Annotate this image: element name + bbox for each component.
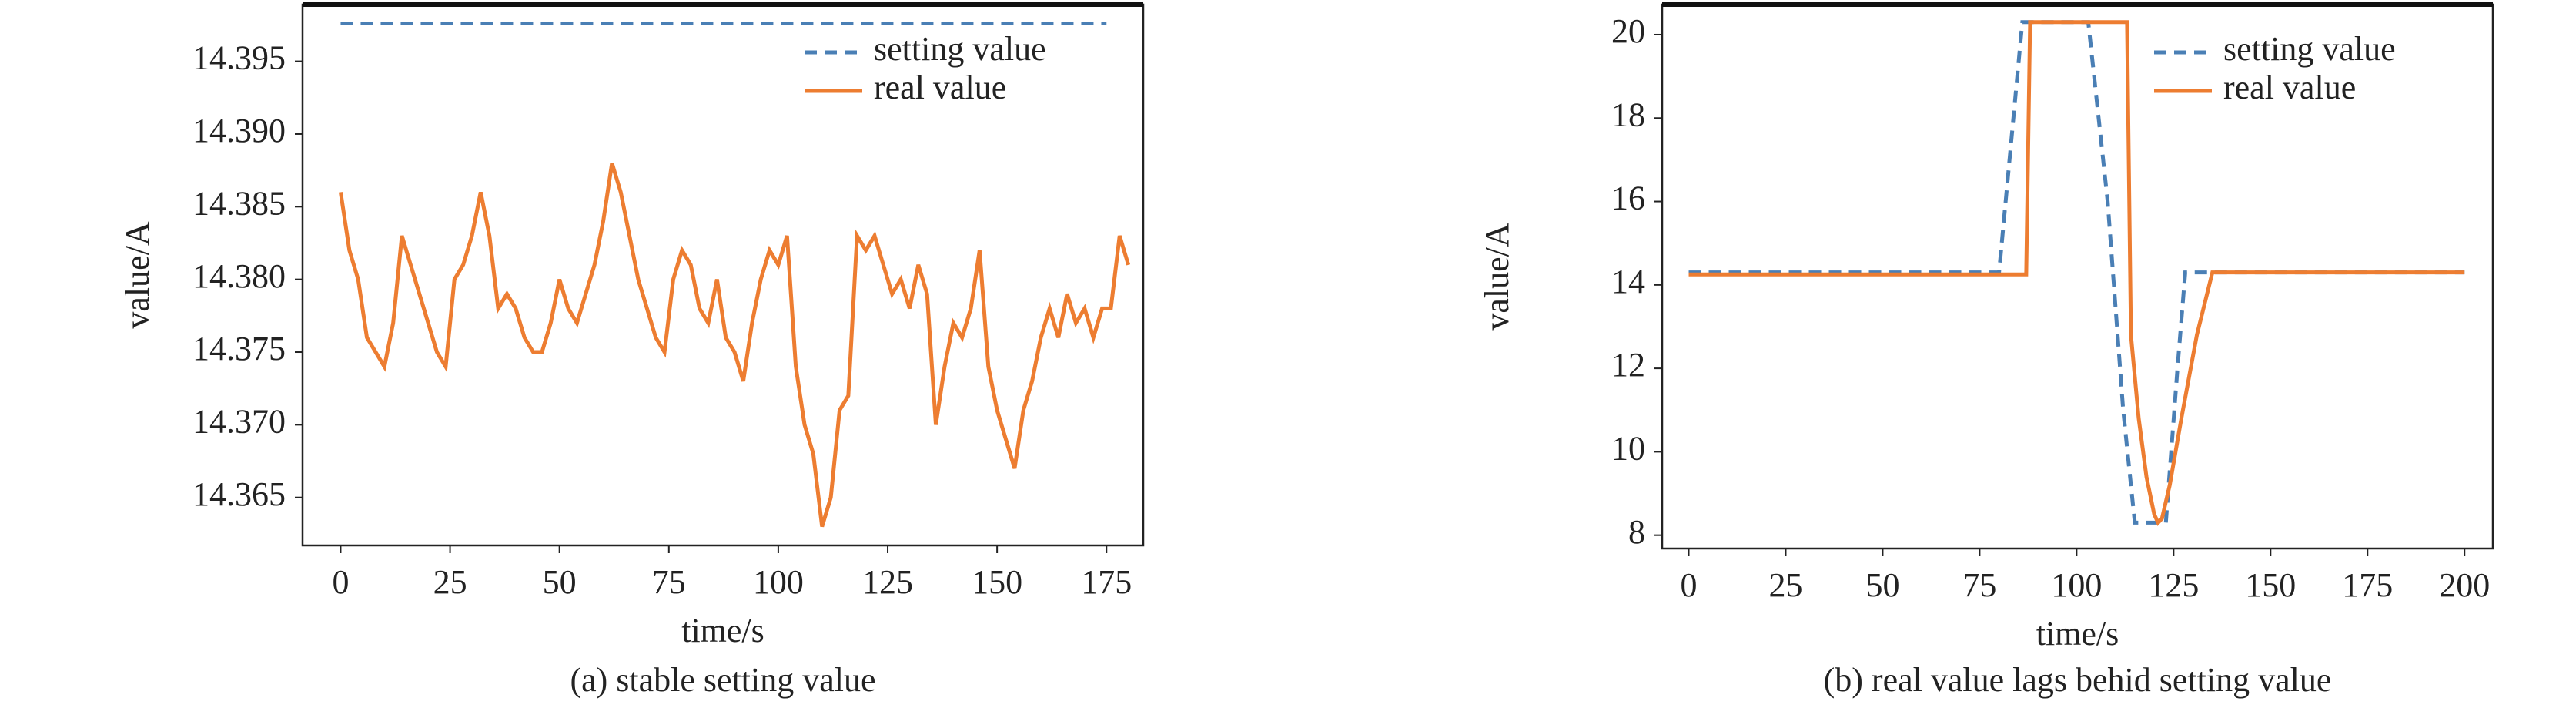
y-tick-label: 14.370 <box>192 402 286 440</box>
plot-frame <box>1661 3 2494 550</box>
x-tick-label: 175 <box>2342 566 2393 604</box>
plot-frame <box>301 3 1145 547</box>
data-line <box>338 162 1131 528</box>
x-axis-label: time/s <box>681 612 764 649</box>
y-tick-label: 14.365 <box>192 475 286 513</box>
x-tick-label: 100 <box>753 563 804 601</box>
x-tick-label: 75 <box>652 563 686 601</box>
y-tick-label: 14.380 <box>192 257 286 295</box>
x-tick-label: 150 <box>2245 566 2296 604</box>
chart-caption: (b) real value lags behid setting value <box>1824 661 2332 699</box>
x-tick-label: 25 <box>1768 566 1802 604</box>
legend-label: setting value <box>874 30 1046 68</box>
y-tick-label: 12 <box>1611 346 1645 384</box>
legend-label: setting value <box>2223 30 2396 68</box>
y-tick-label: 14.385 <box>192 184 286 222</box>
x-axis-label: time/s <box>2036 615 2119 653</box>
legend-label: real value <box>2223 69 2356 106</box>
x-tick-label: 125 <box>2148 566 2199 604</box>
legend-label: real value <box>874 69 1006 106</box>
y-tick-label: 10 <box>1611 429 1645 467</box>
data-line <box>1688 20 2465 526</box>
y-axis-label: value/A <box>1478 223 1516 331</box>
y-axis-label: value/A <box>119 221 156 329</box>
x-tick-label: 175 <box>1081 563 1132 601</box>
x-tick-label: 100 <box>2051 566 2102 604</box>
x-tick-label: 0 <box>1681 566 1698 604</box>
x-tick-label: 0 <box>332 563 349 601</box>
x-tick-label: 75 <box>1962 566 1996 604</box>
x-tick-label: 25 <box>433 563 467 601</box>
x-tick-label: 150 <box>972 563 1022 601</box>
data-line <box>1688 20 2465 525</box>
x-tick-label: 50 <box>1865 566 1899 604</box>
x-tick-label: 200 <box>2439 566 2490 604</box>
y-tick-label: 14 <box>1611 263 1645 300</box>
x-tick-label: 50 <box>543 563 577 601</box>
y-tick-label: 14.395 <box>192 39 286 77</box>
y-tick-label: 14.375 <box>192 330 286 367</box>
y-tick-label: 14.390 <box>192 112 286 149</box>
y-tick-label: 8 <box>1628 513 1645 551</box>
y-tick-label: 16 <box>1611 180 1645 217</box>
y-tick-label: 20 <box>1611 12 1645 50</box>
y-tick-label: 18 <box>1611 96 1645 133</box>
chart-caption: (a) stable setting value <box>570 661 875 699</box>
x-tick-label: 125 <box>862 563 913 601</box>
